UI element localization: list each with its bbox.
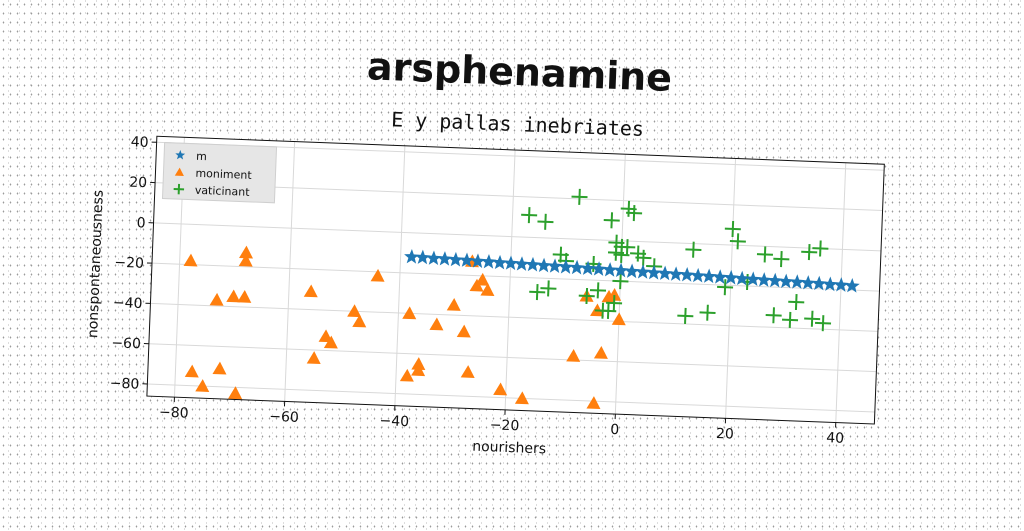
x-tick-label: 20: [716, 426, 734, 443]
y-tick-label: −80: [109, 376, 139, 393]
x-tick-label: −60: [269, 409, 299, 426]
y-tick-label: −60: [111, 335, 141, 352]
y-tick-label: 40: [130, 134, 148, 151]
y-tick-label: 0: [136, 215, 146, 231]
y-tick-label: −20: [114, 255, 144, 272]
legend-label-vaticinant: vaticinant: [195, 184, 251, 199]
legend-label-moniment: moniment: [195, 167, 252, 182]
x-tick-label: −80: [159, 405, 189, 422]
x-axis-label: nourishers: [472, 439, 546, 458]
x-tick-label: 0: [610, 422, 620, 438]
x-tick-label: −40: [379, 413, 409, 430]
legend-label-m: m: [196, 150, 207, 163]
legend: m moniment vaticinant: [162, 143, 276, 203]
y-tick-label: −40: [113, 295, 143, 312]
x-tick-label: −20: [489, 417, 519, 434]
y-axis-label: nonspontaneousness: [85, 190, 107, 339]
x-tick-label: 40: [826, 430, 844, 447]
y-tick-label: 20: [129, 175, 147, 192]
